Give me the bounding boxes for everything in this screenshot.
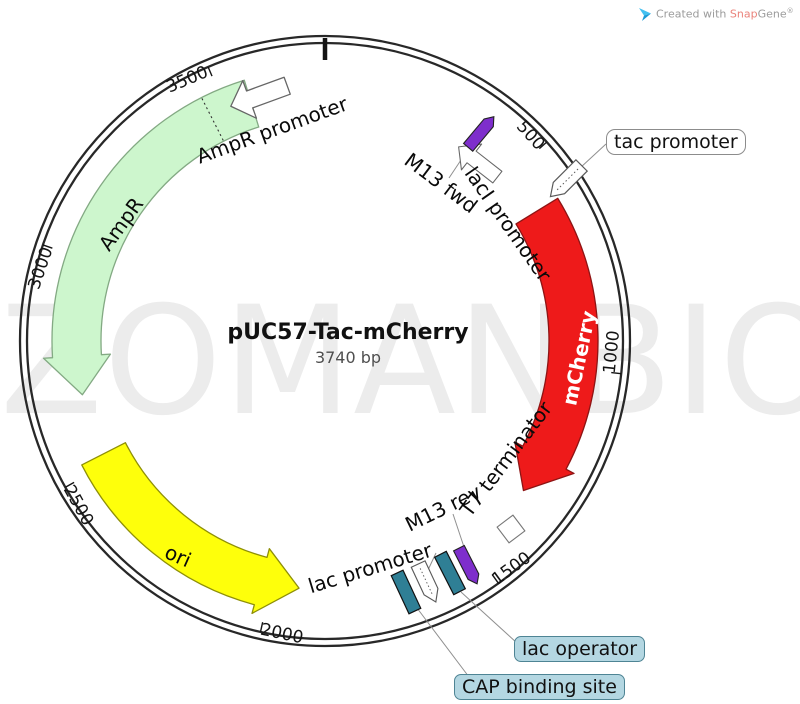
pointer-cap — [416, 607, 470, 678]
tick-label-3500: 3500 — [164, 62, 212, 97]
tick-label-2000: 2000 — [259, 620, 305, 649]
tick-label-3000: 3000 — [24, 245, 57, 292]
credit-text: Created with SnapGene® — [656, 7, 794, 21]
lac-promoter-glyph[interactable] — [410, 560, 442, 605]
tick-mark-3500 — [207, 66, 213, 77]
snapgene-logo-icon — [639, 8, 651, 21]
cap-binding-site-glyph[interactable] — [390, 569, 422, 615]
feature-arc-mcherry[interactable] — [514, 197, 599, 492]
tick-mark-3000 — [42, 244, 53, 249]
credit-brand-gene: Gene — [757, 7, 787, 21]
tick-mark-2000 — [259, 622, 264, 633]
tick-mark-2500 — [65, 481, 75, 488]
feature-arc-ori[interactable] — [81, 442, 300, 615]
credit-brand-snap: Snap — [729, 7, 758, 21]
callout-lac-operator[interactable]: lac operator — [514, 636, 646, 662]
m13-rev-glyph[interactable] — [452, 544, 483, 586]
callout-tac-promoter[interactable]: tac promoter — [606, 129, 746, 155]
backbone-outer-ring — [18, 34, 632, 648]
laci-promoter-glyph[interactable] — [449, 134, 508, 190]
tick-mark-1500 — [492, 574, 500, 584]
plasmid-length: 3740 bp — [314, 348, 382, 367]
watermark: ZOMANBIO — [0, 275, 800, 449]
callout-cap-binding-site[interactable]: CAP binding site — [454, 674, 625, 700]
plasmid-title-block: pUC57-Tac-mCherry 3740 bp — [148, 320, 548, 367]
feature-arc-ampr[interactable] — [42, 79, 260, 396]
registered-mark: ® — [786, 7, 794, 16]
pointer-lac-operator — [460, 591, 518, 644]
lac-promoter-glyph-hatch — [419, 568, 433, 595]
tick-label-2500: 2500 — [59, 482, 97, 530]
tick-label-1000: 1000 — [600, 330, 624, 375]
m13-fwd-glyph[interactable] — [462, 113, 499, 152]
ampr-promoter-glyph[interactable] — [224, 67, 294, 125]
tac-promoter-glyph-hatch — [556, 168, 579, 191]
tick-mark-1000 — [611, 371, 622, 375]
lac-operator-glyph[interactable] — [433, 550, 467, 596]
pointer-lac-promoter — [427, 552, 437, 571]
tick-mark-500 — [538, 141, 548, 150]
plasmid-name: pUC57-Tac-mCherry — [227, 320, 469, 345]
snapgene-credit: Created with SnapGene® — [638, 6, 794, 22]
pointer-m13-rev — [452, 513, 466, 551]
t7-terminator-glyph[interactable] — [495, 513, 527, 545]
tick-label-500: 500 — [512, 117, 549, 154]
